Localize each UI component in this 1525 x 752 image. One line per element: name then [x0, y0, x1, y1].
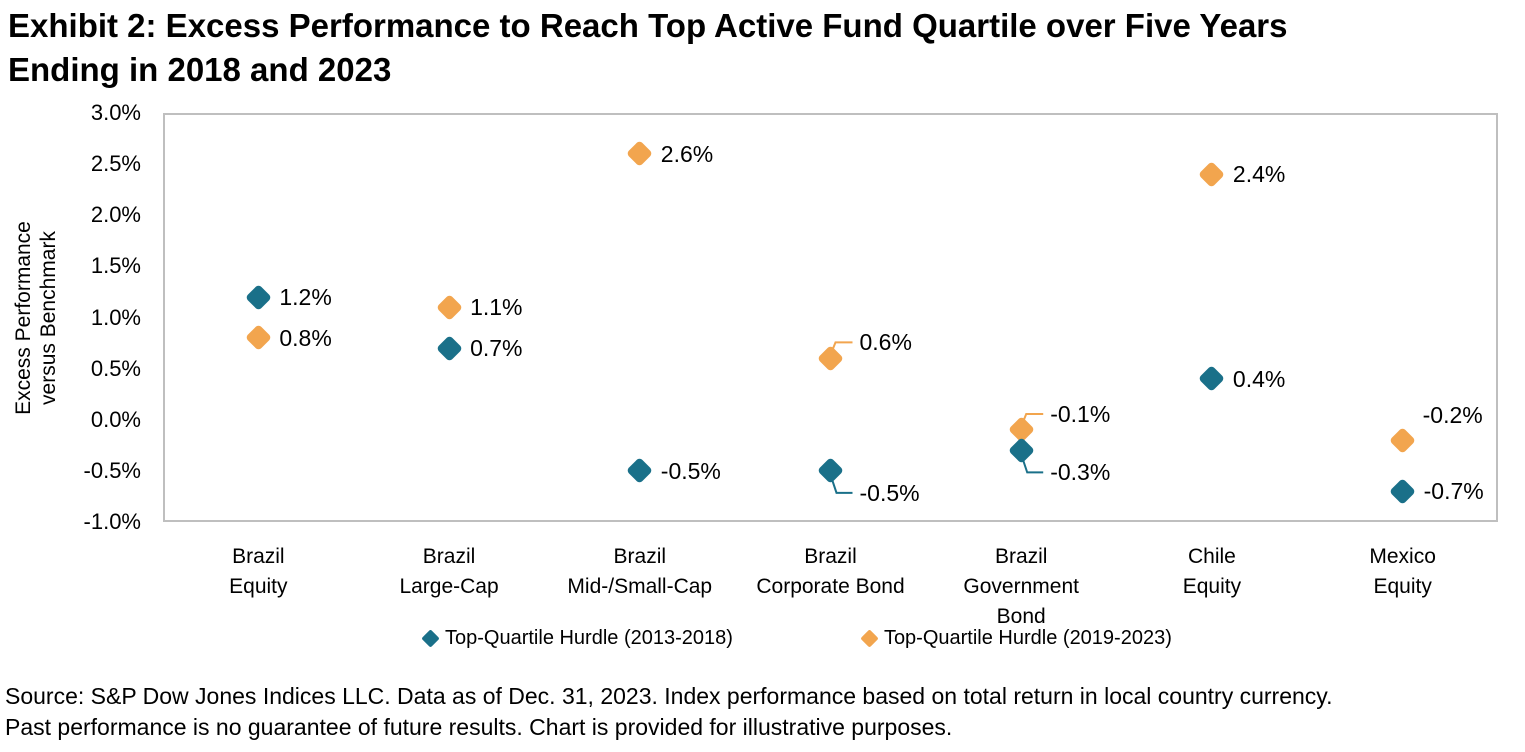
- x-axis-category-label-line: Bond: [996, 605, 1046, 628]
- source-note-line-2: Past performance is no guarantee of futu…: [5, 714, 953, 740]
- chart-title-line-1: Exhibit 2: Excess Performance to Reach T…: [8, 7, 1288, 44]
- x-axis-category-label: Brazil Corporate Bond: [721, 542, 941, 602]
- x-axis-category-label-line: Chile: [1187, 545, 1236, 568]
- x-axis-category-label-line: Brazil: [422, 545, 476, 568]
- chart-title-line-2: Ending in 2018 and 2023: [8, 51, 392, 88]
- x-axis-category-label: Brazil Government Bond: [911, 542, 1131, 632]
- data-point-label: 2.6%: [660, 140, 714, 167]
- chart-title: Exhibit 2: Excess Performance to Reach T…: [8, 4, 1288, 92]
- x-axis-category-label-line: Brazil: [232, 545, 285, 568]
- y-axis-tick-label: 1.0%: [90, 304, 141, 330]
- x-axis-category-label-line: Mid-/Small-Cap: [567, 575, 713, 598]
- legend-item: Top-Quartile Hurdle (2019-2023): [860, 626, 1172, 650]
- chart-plot-area: [163, 113, 1498, 522]
- x-axis-category-label: Brazil Mid-/Small-Cap: [530, 542, 750, 602]
- data-point-label: 0.6%: [859, 329, 912, 356]
- y-axis-tick-label: -0.5%: [83, 457, 141, 483]
- data-point-label: -0.5%: [859, 479, 920, 506]
- x-axis-category-label-line: Equity: [1373, 575, 1432, 598]
- y-axis-tick-label: 1.5%: [90, 253, 141, 279]
- legend-label: Top-Quartile Hurdle (2019-2023): [883, 627, 1172, 649]
- y-axis-tick-label: -1.0%: [83, 509, 141, 534]
- x-axis-category-label-line: Corporate Bond: [756, 575, 905, 598]
- data-point-label: -0.3%: [1050, 459, 1111, 486]
- x-axis-category-label-line: Equity: [1182, 575, 1242, 598]
- y-axis-tick-label: 2.5%: [90, 151, 141, 177]
- x-axis-category-label: Chile Equity: [1102, 542, 1322, 602]
- chart-legend: Top-Quartile Hurdle (2013-2018) Top-Quart…: [421, 626, 1172, 650]
- data-point-label: 1.2%: [279, 284, 332, 311]
- data-point-label: -0.7%: [1423, 478, 1484, 505]
- x-axis-category-label: Brazil Equity: [148, 542, 368, 602]
- data-point-label: 2.4%: [1232, 161, 1286, 188]
- legend-item: Top-Quartile Hurdle (2013-2018): [421, 626, 733, 650]
- x-axis-category-label-line: Brazil: [613, 545, 667, 568]
- legend-diamond-icon: [421, 628, 440, 648]
- y-axis-tick-label: 0.0%: [90, 406, 141, 432]
- data-point-label: 0.7%: [470, 335, 523, 362]
- legend-label: Top-Quartile Hurdle (2013-2018): [445, 627, 733, 649]
- source-note: Source: S&P Dow Jones Indices LLC. Data …: [5, 681, 1332, 743]
- x-axis-category-label-line: Large-Cap: [399, 575, 499, 598]
- x-axis-category-label-line: Brazil: [994, 545, 1048, 568]
- x-axis-category-label: Mexico Equity: [1293, 542, 1513, 602]
- legend-diamond-icon: [860, 628, 879, 648]
- y-axis-tick-label: 2.0%: [90, 202, 141, 228]
- data-point-label: -0.1%: [1050, 400, 1111, 427]
- data-point-label: 0.4%: [1232, 365, 1286, 392]
- data-point-label: 1.1%: [470, 294, 523, 321]
- y-axis-tick-label: 3.0%: [90, 100, 141, 125]
- data-point-label: -0.5%: [660, 457, 721, 484]
- source-note-line-1: Source: S&P Dow Jones Indices LLC. Data …: [5, 683, 1333, 709]
- x-axis-category-label: Brazil Large-Cap: [339, 542, 559, 602]
- x-axis-category-label-line: Mexico: [1369, 545, 1436, 568]
- x-axis-category-label-line: Government: [963, 575, 1079, 598]
- y-axis-tick-label: 0.5%: [90, 355, 141, 381]
- data-point-label: -0.2%: [1422, 402, 1483, 429]
- x-axis-category-label-line: Equity: [229, 575, 288, 598]
- x-axis-category-label-line: Brazil: [804, 545, 857, 568]
- data-point-label: 0.8%: [279, 324, 332, 351]
